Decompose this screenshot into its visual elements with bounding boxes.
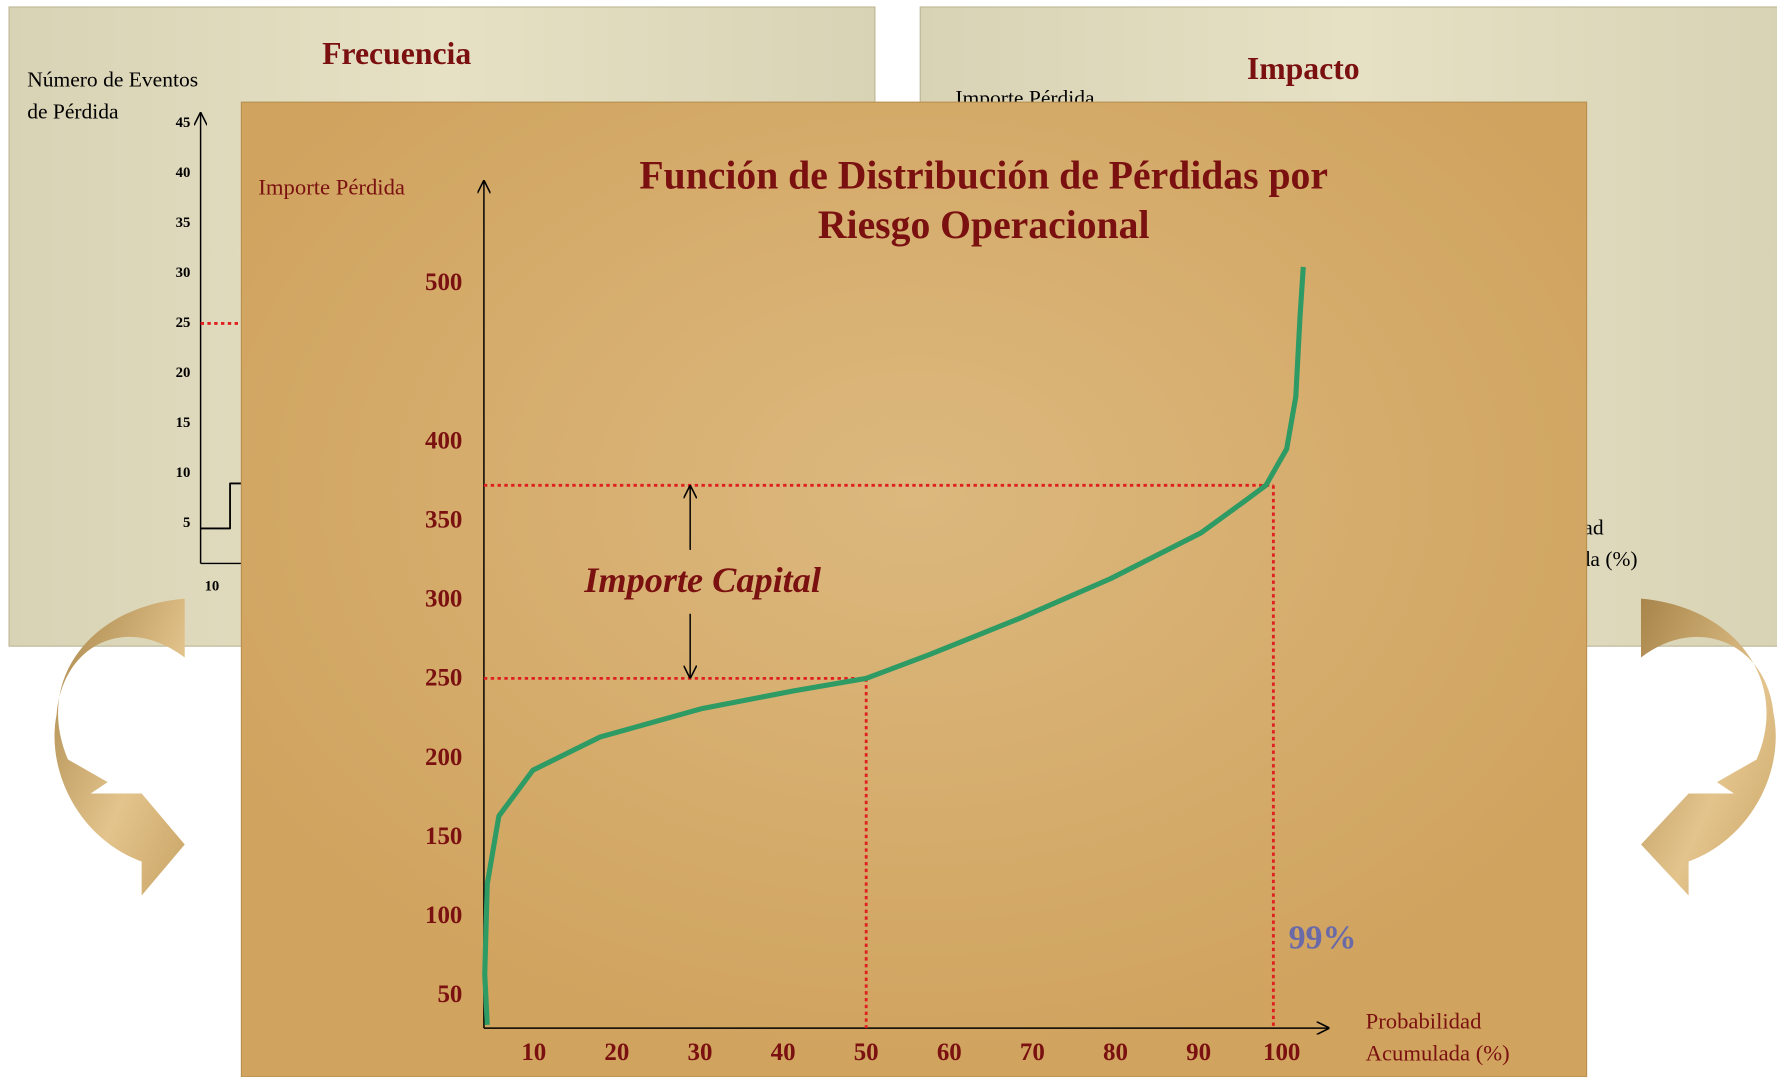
y-tick-label: 20 bbox=[176, 365, 191, 381]
annotation: 99% bbox=[1289, 920, 1357, 957]
x-tick-label: 100 bbox=[1263, 1039, 1300, 1066]
y-axis-label: Importe Pérdida bbox=[258, 175, 405, 200]
y-tick-label: 300 bbox=[425, 586, 462, 613]
x-axis-label: Probabilidad bbox=[1366, 1009, 1482, 1034]
y-tick-label: 250 bbox=[425, 665, 462, 692]
x-tick-label: 30 bbox=[688, 1039, 713, 1066]
y-tick-label: 40 bbox=[176, 165, 191, 181]
y-tick-label: 350 bbox=[425, 506, 462, 533]
slide: Frecuencia Número de Eventos de Pérdida 5 10… bbox=[0, 0, 1777, 1077]
y-tick-label: 50 bbox=[437, 981, 462, 1008]
y-tick-label: 500 bbox=[425, 269, 462, 296]
y-tick-label: 400 bbox=[425, 427, 462, 454]
y-axis-label: de Pérdida bbox=[27, 99, 119, 123]
chart-title: Función de Distribución de Pérdidas por bbox=[639, 153, 1328, 197]
x-axis-label: Acumulada (%) bbox=[1366, 1040, 1510, 1065]
y-tick-label: 30 bbox=[176, 265, 191, 281]
x-tick-label: 40 bbox=[771, 1039, 796, 1066]
x-tick-label: 90 bbox=[1186, 1039, 1211, 1066]
y-tick-label: 35 bbox=[176, 215, 191, 231]
y-tick-label: 15 bbox=[176, 415, 191, 431]
chart-title: Frecuencia bbox=[322, 36, 471, 71]
x-tick-label: 80 bbox=[1103, 1039, 1128, 1066]
y-tick-label: 150 bbox=[425, 823, 462, 850]
y-tick-label: 5 bbox=[183, 515, 190, 531]
chart-title: Impacto bbox=[1247, 51, 1360, 86]
y-tick-label: 200 bbox=[425, 744, 462, 771]
chart-title: Riesgo Operacional bbox=[818, 203, 1150, 247]
annotation: Importe Capital bbox=[583, 560, 822, 600]
x-tick-label: 10 bbox=[521, 1039, 546, 1066]
y-axis-label: Número de Eventos bbox=[27, 68, 198, 92]
x-tick-label: 70 bbox=[1020, 1039, 1045, 1066]
x-tick-label: 50 bbox=[854, 1039, 879, 1066]
y-tick-label: 10 bbox=[176, 465, 191, 481]
x-tick-label: 60 bbox=[937, 1039, 962, 1066]
y-tick-label: 25 bbox=[176, 315, 191, 331]
x-tick-label: 20 bbox=[604, 1039, 629, 1066]
y-tick-label: 100 bbox=[425, 902, 462, 929]
x-tick-label: 10 bbox=[205, 579, 220, 595]
y-tick-label: 45 bbox=[176, 115, 191, 131]
